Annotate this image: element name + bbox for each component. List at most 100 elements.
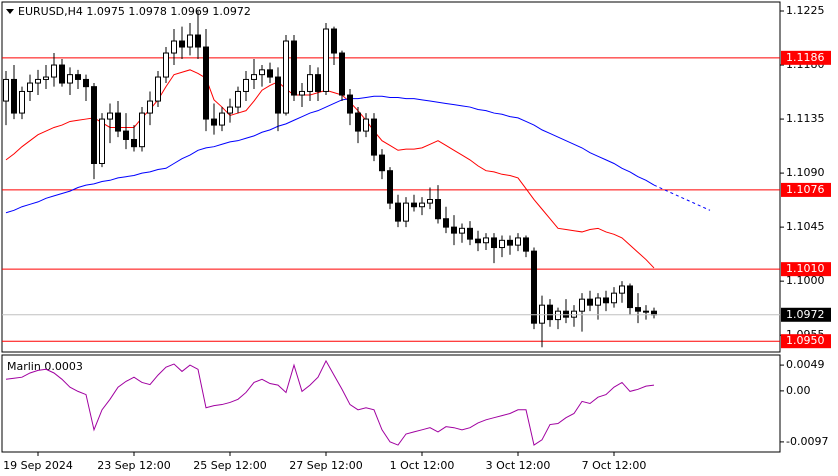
- candle-body: [323, 28, 329, 92]
- level-label-box: [781, 182, 831, 197]
- candle-body: [555, 310, 561, 321]
- candle-body: [315, 74, 321, 92]
- candle-body: [499, 239, 505, 249]
- candle-body: [251, 74, 257, 80]
- candle-body: [19, 90, 25, 114]
- candle-body: [419, 202, 425, 208]
- candle-body: [163, 52, 169, 78]
- candle-body: [459, 227, 465, 234]
- candle-body: [411, 202, 417, 208]
- x-tick-label: 23 Sep 12:00: [97, 459, 170, 472]
- y-tick-label: 0.0049: [786, 358, 825, 371]
- candle-body: [299, 90, 305, 96]
- candle-body: [467, 227, 473, 240]
- candle-body: [443, 218, 449, 228]
- ma-line-projection: [653, 184, 711, 211]
- level-label: 1.1010: [786, 262, 825, 275]
- candle-body: [491, 237, 497, 249]
- candle-body: [387, 170, 393, 204]
- candle-body: [59, 64, 65, 84]
- candle-body: [219, 112, 225, 126]
- candle-body: [347, 94, 353, 114]
- last-price-box: [781, 307, 831, 322]
- level-label-box: [781, 334, 831, 349]
- candle-body: [243, 78, 249, 92]
- candle-body: [587, 298, 593, 306]
- plot-area: [5, 359, 655, 446]
- indicator-line: [5, 359, 655, 446]
- candle-body: [147, 100, 153, 114]
- candle-body: [259, 69, 265, 76]
- candle-body: [523, 237, 529, 252]
- candle-body: [107, 112, 113, 120]
- candle-body: [123, 130, 129, 140]
- ma-line: [5, 95, 655, 214]
- candle-body: [211, 118, 217, 126]
- candle-body: [275, 76, 281, 114]
- candle-body: [363, 118, 369, 132]
- candle-body: [395, 202, 401, 222]
- level-label-box: [781, 262, 831, 277]
- indicator-panel: [1, 354, 781, 453]
- candle-body: [43, 76, 49, 80]
- candle-body: [283, 40, 289, 114]
- candle-body: [611, 292, 617, 304]
- candle-body: [27, 82, 33, 92]
- candle-body: [267, 69, 273, 78]
- y-tick-label: 1.1135: [786, 112, 825, 125]
- candle-body: [563, 310, 569, 318]
- candle-body: [291, 40, 297, 96]
- level-label-box: [781, 50, 831, 65]
- candle-body: [379, 154, 385, 172]
- candle-body: [531, 250, 537, 324]
- x-tick-label: 25 Sep 12:00: [193, 459, 266, 472]
- candle-body: [51, 64, 57, 78]
- candle-body: [539, 304, 545, 324]
- candle-body: [515, 237, 521, 246]
- candle-body: [571, 310, 577, 318]
- candle-body: [355, 112, 361, 132]
- candle-body: [331, 28, 337, 54]
- candle-body: [403, 202, 409, 222]
- candle-body: [195, 34, 201, 48]
- candle-body: [635, 307, 641, 312]
- candle-body: [155, 76, 161, 102]
- candle-body: [75, 74, 81, 80]
- candle-body: [91, 86, 97, 164]
- candle-body: [83, 78, 89, 88]
- candle-body: [131, 138, 137, 148]
- candle-body: [203, 46, 209, 120]
- candle-body: [187, 34, 193, 48]
- candle-body: [171, 40, 177, 54]
- candle-body: [11, 78, 17, 114]
- candle-body: [235, 90, 241, 108]
- plot-area: [2, 11, 780, 348]
- candle-body: [179, 40, 185, 48]
- indicator-title: Marlin 0.0003: [7, 360, 83, 373]
- candle-body: [371, 118, 377, 156]
- candle-body: [115, 112, 121, 132]
- chart-title: EURUSD,H4 1.0975 1.0978 1.0969 1.0972: [18, 5, 251, 18]
- level-label: 1.1186: [786, 51, 825, 64]
- y-tick-label: 1.1225: [786, 4, 825, 17]
- candle-body: [427, 199, 433, 204]
- ma-line: [5, 69, 655, 269]
- candle-body: [139, 112, 145, 148]
- y-tick-label: 1.1000: [786, 274, 825, 287]
- candle-body: [507, 239, 513, 246]
- level-label: 1.0950: [786, 334, 825, 347]
- x-tick-label: 1 Oct 12:00: [390, 459, 455, 472]
- candle-body: [483, 237, 489, 244]
- candle-body: [67, 74, 73, 84]
- candle-body: [475, 238, 481, 244]
- y-tick-label: 1.1045: [786, 220, 825, 233]
- candle-body: [619, 285, 625, 294]
- candle-body: [547, 304, 553, 321]
- y-tick-label: 0.00: [786, 384, 811, 397]
- candle-body: [603, 297, 609, 304]
- menu-icon: [6, 9, 14, 14]
- candle-body: [435, 199, 441, 220]
- candle-body: [595, 297, 601, 306]
